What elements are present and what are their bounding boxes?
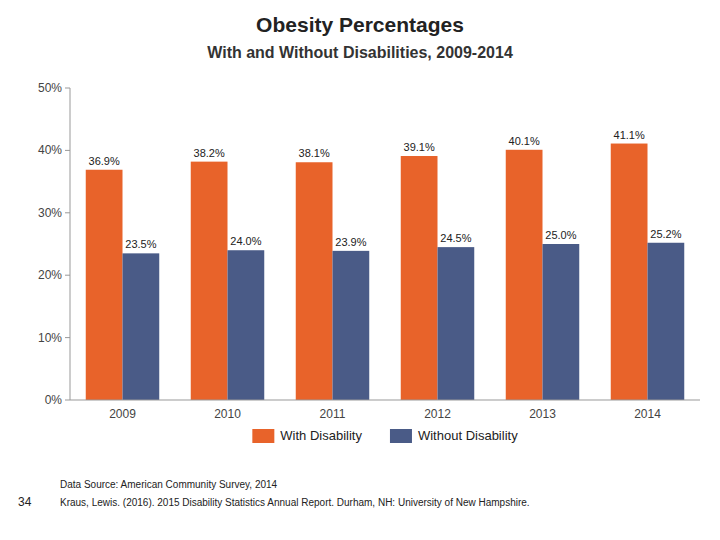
data-label: 24.5%	[440, 232, 471, 244]
y-tick-label: 30%	[38, 206, 62, 220]
data-label: 38.1%	[299, 147, 330, 159]
bar	[333, 251, 370, 400]
annotations: Data Source: American Community Survey, …	[18, 479, 530, 509]
subtitle: With and Without Disabilities, 2009-2014	[207, 44, 513, 61]
data-label: 23.9%	[335, 236, 366, 248]
y-tick	[65, 150, 70, 151]
bar	[506, 150, 543, 400]
x-tick-label: 2014	[634, 407, 661, 421]
x-axis-line	[70, 400, 700, 401]
x-tick-label: 2009	[109, 407, 136, 421]
bar	[123, 253, 160, 400]
y-tick-label: 0%	[45, 393, 63, 407]
footnote: Kraus, Lewis. (2016). 2015 Disability St…	[60, 497, 530, 508]
bar	[296, 162, 333, 400]
data-label: 41.1%	[614, 129, 645, 141]
x-tick-label: 2010	[214, 407, 241, 421]
title: Obesity Percentages	[256, 13, 464, 36]
data-label: 24.0%	[230, 235, 261, 247]
y-tick-label: 40%	[38, 143, 62, 157]
y-axis-line	[70, 88, 71, 400]
bar	[611, 144, 648, 400]
y-tick-label: 20%	[38, 268, 62, 282]
legend-swatch	[252, 429, 274, 443]
bar	[228, 250, 265, 400]
bars	[86, 144, 685, 400]
y-tick	[65, 88, 70, 89]
y-tick-label: 50%	[38, 81, 62, 95]
y-tick	[65, 337, 70, 338]
data-label: 40.1%	[509, 135, 540, 147]
data-label: 25.0%	[545, 229, 576, 241]
data-label: 36.9%	[89, 155, 120, 167]
legend-swatch	[390, 429, 412, 443]
data-label: 38.2%	[194, 147, 225, 159]
y-tick	[65, 212, 70, 213]
chart: Obesity Percentages With and Without Disa…	[0, 0, 720, 540]
legend-label: Without Disability	[418, 428, 518, 443]
footnote: Data Source: American Community Survey, …	[60, 479, 278, 490]
y-tick	[65, 400, 70, 401]
slide-number: 34	[18, 495, 32, 509]
x-tick-label: 2011	[320, 407, 346, 421]
data-label: 39.1%	[404, 141, 435, 153]
bar	[86, 170, 123, 400]
axes: 0% 10% 20% 30% 40% 50% 2009 2010 2011 2012 2013 201…	[38, 81, 700, 421]
legend-label: With Disability	[280, 428, 362, 443]
bar	[438, 247, 475, 400]
bar	[648, 243, 685, 400]
bar	[401, 156, 438, 400]
data-label: 23.5%	[125, 238, 156, 250]
x-tick-label: 2012	[424, 407, 451, 421]
bar	[191, 162, 228, 400]
y-tick	[65, 275, 70, 276]
data-labels: 36.9% 38.2% 38.1% 39.1% 40.1% 41.1% 23.5% 24.0%…	[89, 129, 682, 251]
data-label: 25.2%	[650, 228, 681, 240]
x-tick-label: 2013	[529, 407, 556, 421]
legend: With Disability Without Disability	[252, 428, 518, 443]
y-tick-label: 10%	[38, 331, 62, 345]
bar	[543, 244, 580, 400]
